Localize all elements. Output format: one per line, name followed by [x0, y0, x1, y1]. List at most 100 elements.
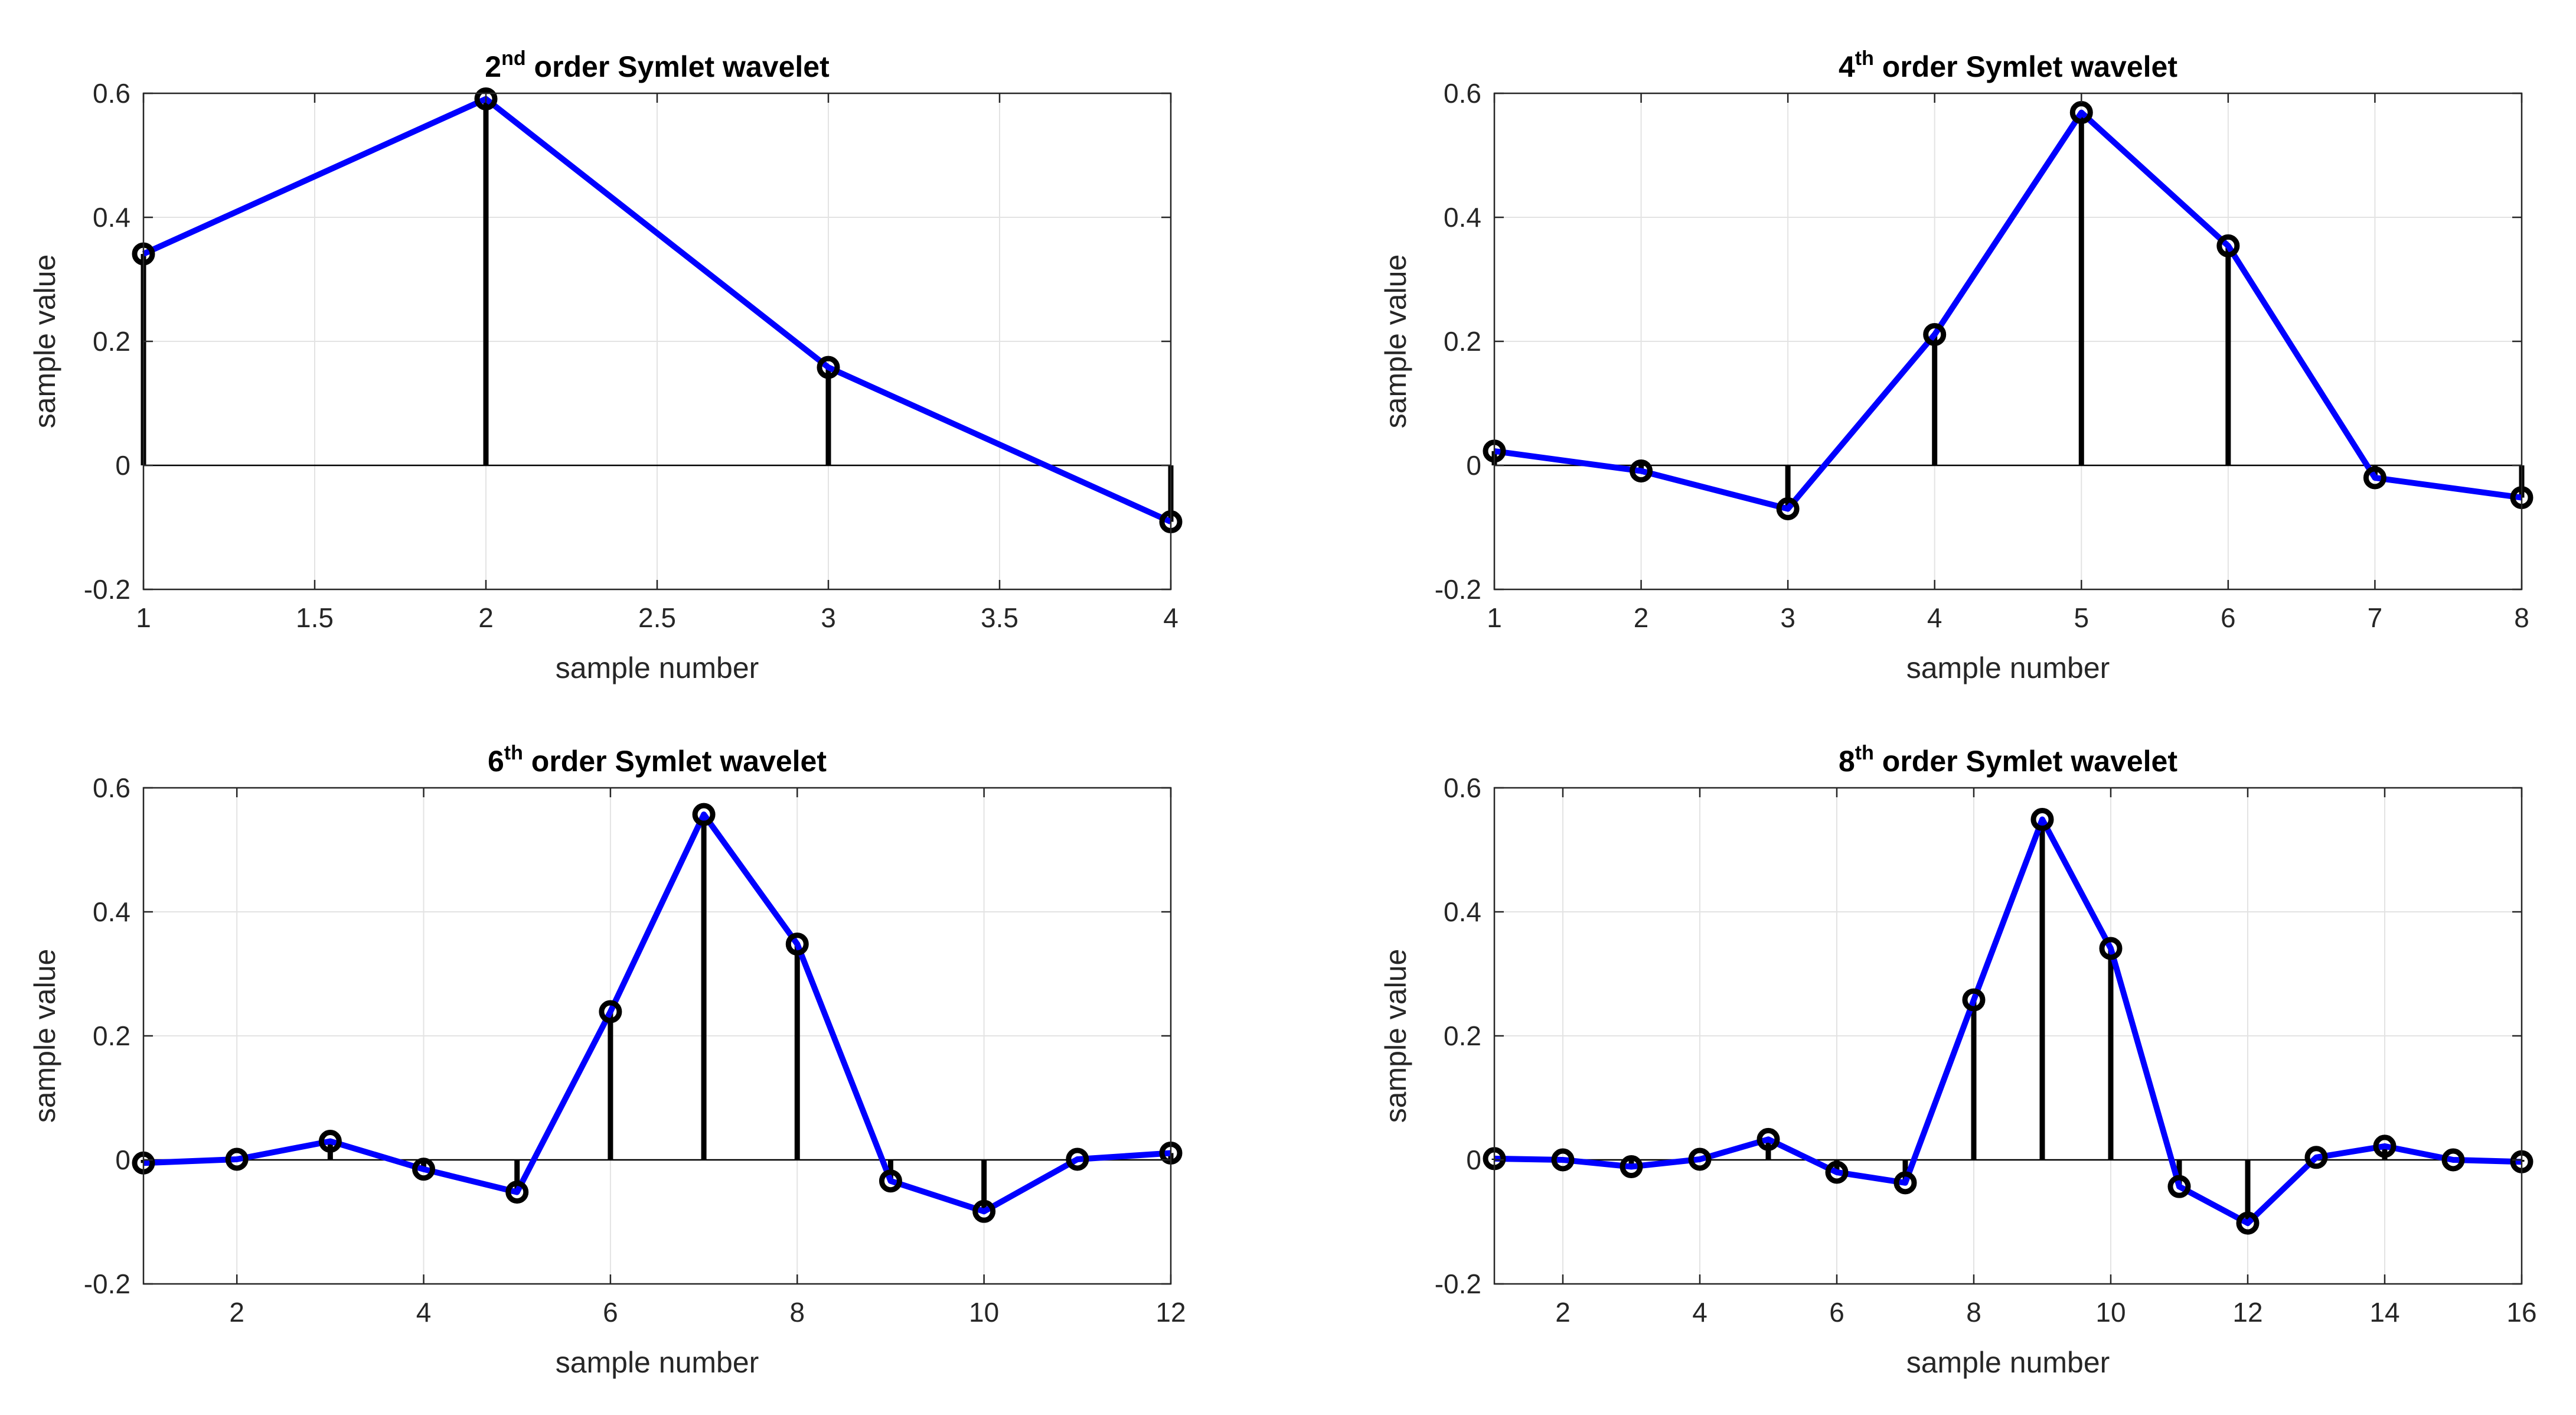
p3-xtick-label-4: 10: [969, 1297, 999, 1328]
p2-title-order: 4: [1839, 50, 1855, 83]
p2-marker-3: [1776, 497, 1800, 520]
p3-marker-11: [1066, 1147, 1089, 1171]
p1-xtick-label-5: 3.5: [981, 602, 1018, 633]
p2-ylabel: sample value: [1379, 255, 1412, 429]
p1-series-line: [142, 96, 1173, 525]
p4-xtick-label-0: 2: [1555, 1297, 1571, 1328]
p2-ytick-label-4: 0.6: [1444, 78, 1481, 109]
subplot-4: 2 4 6 8 10 12 14 16 -0.2 0 0.2 0.4 0.6 sample number s…: [1379, 742, 2537, 1379]
p2-ytick-label-2: 0.2: [1444, 326, 1481, 357]
p4-ytick-label-2: 0.2: [1444, 1021, 1481, 1051]
p3-marker-3: [318, 1130, 342, 1153]
p2-xtick-label-6: 7: [2368, 602, 2383, 633]
p1-ytick-label-3: 0.4: [93, 202, 130, 233]
p1-xlabel: sample number: [556, 651, 759, 684]
p2-xtick-label-7: 8: [2514, 602, 2529, 633]
p4-ytick-label-4: 0.6: [1444, 772, 1481, 803]
p1-xtick-label-0: 1: [136, 602, 151, 633]
p4-marker-2: [1551, 1148, 1575, 1172]
p4-marker-3: [1620, 1155, 1643, 1179]
p3-marker-4: [412, 1158, 436, 1181]
p4-title: 8th order Symlet wavelet: [1839, 742, 2177, 778]
p4-marker-10: [2099, 937, 2123, 960]
p4-xtick-label-4: 10: [2095, 1297, 2126, 1328]
p3-title-text: order Symlet wavelet: [523, 745, 827, 778]
p4-series-line: [1494, 816, 2522, 1227]
p3-xtick-label-2: 6: [603, 1297, 618, 1328]
p3-ytick-label-1: 0: [115, 1145, 130, 1175]
p2-marker-5: [2069, 101, 2093, 125]
p4-title-text: order Symlet wavelet: [1874, 745, 2177, 778]
p3-marker-7: [692, 803, 716, 826]
p2-xtick-label-1: 2: [1634, 602, 1649, 633]
p3-xtick-label-5: 12: [1155, 1297, 1186, 1328]
p3-marker-10: [972, 1199, 996, 1223]
p3-ytick-label-3: 0.4: [93, 896, 130, 927]
p1-ylabel: sample value: [28, 255, 61, 429]
p1-title-text: order Symlet wavelet: [526, 50, 830, 83]
p1-marker-3: [817, 356, 840, 379]
p3-ylabel: sample value: [28, 949, 61, 1123]
p1-marker-2: [474, 87, 498, 110]
p1-xtick-label-2: 2: [478, 602, 494, 633]
p4-ytick-label-1: 0: [1466, 1145, 1481, 1175]
p2-ytick-label-0: -0.2: [1435, 574, 1481, 605]
p4-xtick-label-5: 12: [2232, 1297, 2262, 1328]
p4-marker-14: [2373, 1134, 2397, 1158]
p1-xtick-label-6: 4: [1163, 602, 1178, 633]
p3-xlabel: sample number: [556, 1346, 759, 1379]
p1-xtick-label-3: 2.5: [638, 602, 676, 633]
p2-xtick-label-2: 3: [1780, 602, 1795, 633]
subplot-2: 1 2 3 4 5 6 7 8 -0.2 0 0.2 0.4 0.6 sample number sampl…: [1379, 47, 2533, 684]
p2-ytick-label-3: 0.4: [1444, 202, 1481, 233]
p2-marker-2: [1630, 459, 1653, 482]
p3-marker-9: [879, 1169, 902, 1193]
p4-ylabel: sample value: [1379, 949, 1412, 1123]
p4-xlabel: sample number: [1906, 1346, 2110, 1379]
p3-ytick-label-0: -0.2: [84, 1269, 130, 1299]
p1-xtick-label-1: 1.5: [296, 602, 334, 633]
p1-title: 2nd order Symlet wavelet: [485, 47, 830, 83]
p3-marker-5: [505, 1181, 529, 1204]
p3-marker-8: [785, 933, 809, 956]
p1-ytick-label-2: 0.2: [93, 326, 130, 357]
p3-marker-6: [599, 1000, 622, 1023]
p2-title: 4th order Symlet wavelet: [1839, 47, 2177, 83]
p4-marker-5: [1756, 1127, 1780, 1151]
subplot-1: 1 1.5 2 2.5 3 3.5 4 -0.2 0 0.2 0.4 0.6 sample number…: [28, 47, 1183, 684]
p4-marker-7: [1893, 1171, 1917, 1195]
p1-title-order: 2: [485, 50, 501, 83]
p3-title: 6th order Symlet wavelet: [488, 742, 827, 778]
p4-title-order: 8: [1839, 745, 1855, 778]
p1-xtick-label-4: 3: [821, 602, 836, 633]
p4-xtick-label-6: 14: [2369, 1297, 2399, 1328]
p2-xtick-label-0: 1: [1487, 602, 1502, 633]
p3-xtick-label-0: 2: [229, 1297, 244, 1328]
p2-ytick-label-1: 0: [1466, 450, 1481, 481]
p4-xtick-label-3: 8: [1966, 1297, 1981, 1328]
p2-title-text: order Symlet wavelet: [1874, 50, 2177, 83]
p2-series-line: [1494, 109, 2522, 512]
p2-title-superscript: th: [1855, 47, 1874, 70]
p3-ytick-label-4: 0.6: [93, 772, 130, 803]
p4-ytick-label-0: -0.2: [1435, 1269, 1481, 1299]
p4-xtick-label-7: 16: [2506, 1297, 2536, 1328]
p1-ytick-label-0: -0.2: [84, 574, 130, 605]
p3-marker-2: [225, 1147, 249, 1171]
p2-xtick-label-3: 4: [1927, 602, 1942, 633]
p3-title-order: 6: [488, 745, 504, 778]
p2-marker-7: [2363, 466, 2386, 490]
p1-ytick-label-1: 0: [115, 450, 130, 481]
p4-title-superscript: th: [1855, 742, 1874, 764]
subplot-3: 2 4 6 8 10 12 -0.2 0 0.2 0.4 0.6 sample number sampl…: [28, 742, 1186, 1379]
p2-marker-4: [1923, 322, 1947, 346]
p4-xtick-label-1: 4: [1692, 1297, 1707, 1328]
p4-marker-13: [2304, 1146, 2328, 1169]
p2-marker-6: [2216, 234, 2240, 257]
p3-xtick-label-3: 8: [789, 1297, 805, 1328]
p1-title-superscript: nd: [501, 47, 526, 70]
p4-marker-11: [2167, 1175, 2191, 1198]
p4-marker-8: [1962, 988, 1986, 1012]
p2-xlabel: sample number: [1906, 651, 2110, 684]
